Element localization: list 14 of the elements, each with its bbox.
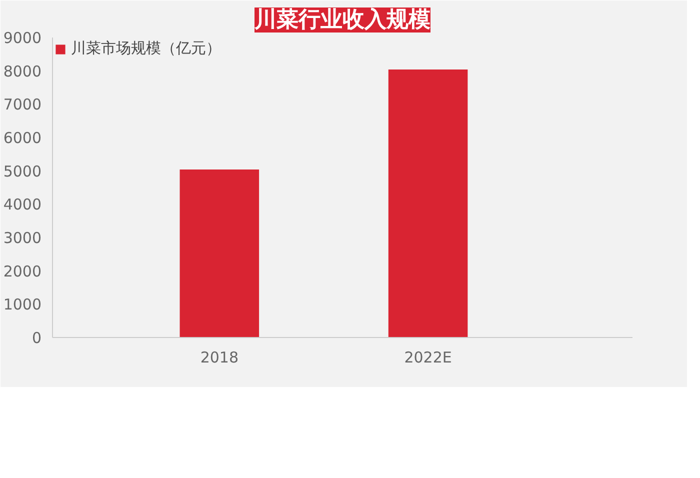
chart-title: 川菜行业收入规模	[254, 8, 430, 32]
x-tick-label: 2018	[200, 348, 239, 366]
y-tick-label: 6000	[3, 129, 42, 147]
legend-label: 川菜市场规模（亿元）	[71, 39, 221, 58]
y-tick-label: 1000	[3, 296, 42, 314]
y-tick-label: 7000	[3, 96, 42, 114]
y-tick-label: 0	[32, 329, 42, 347]
x-tick-label: 2022E	[404, 348, 452, 366]
y-tick-label: 5000	[3, 162, 42, 180]
y-tick-label: 9000	[3, 29, 42, 47]
y-tick-label: 2000	[3, 262, 42, 280]
y-tick-label: 4000	[3, 196, 42, 214]
y-tick-label: 8000	[3, 62, 42, 80]
y-tick-label: 3000	[3, 229, 42, 247]
